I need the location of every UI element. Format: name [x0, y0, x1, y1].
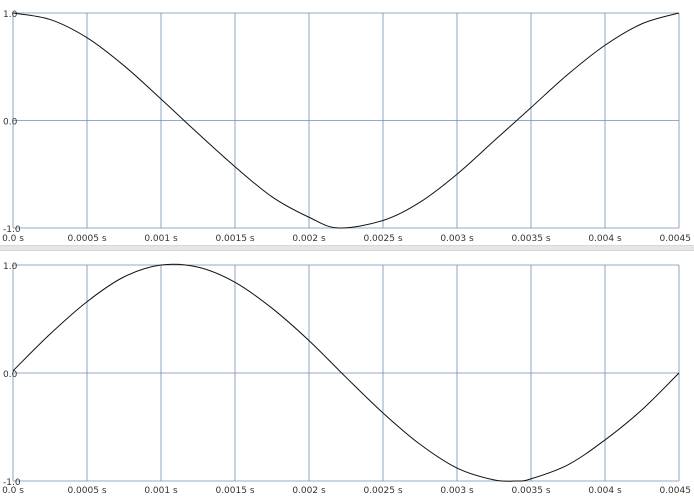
y-tick-label: -1.0: [3, 478, 21, 488]
y-tick-label: 0.0: [3, 370, 18, 380]
x-tick-label: 0.0015 s: [215, 234, 254, 244]
x-tick-label: 0.002 s: [292, 486, 326, 496]
x-tick-label: 0.0015 s: [215, 486, 254, 496]
x-tick-label: 0.0005 s: [67, 486, 106, 496]
x-tick-label: 0.003 s: [440, 486, 474, 496]
waveform-chart-bottom[interactable]: 0.0 s 0.0005 s 0.001 s 0.0015 s 0.002 s 0.002…: [0, 251, 694, 497]
waveform-trace: [12, 263, 680, 482]
y-tick-label: 1.0: [3, 262, 18, 272]
x-tick-label: 0.0035 s: [511, 486, 550, 496]
y-tick-label: 1.0: [3, 10, 18, 20]
x-tick-label: 0.001 s: [144, 486, 178, 496]
x-tick-label: 0.001 s: [144, 234, 178, 244]
x-tick-label: 0.003 s: [440, 234, 474, 244]
waveform-chart-top[interactable]: 0.0 s 0.0005 s 0.001 s 0.0015 s 0.002 s 0.002…: [0, 0, 694, 245]
y-tick-label: 0.0: [3, 118, 18, 128]
x-tick-label: 0.0045 s: [659, 234, 694, 244]
waveform-panel-bottom[interactable]: 0.0 s 0.0005 s 0.001 s 0.0015 s 0.002 s 0.002…: [0, 251, 694, 497]
x-tick-label: 0.0 s: [2, 486, 24, 496]
x-tick-label: 0.0025 s: [363, 234, 402, 244]
x-tick-label: 0.0035 s: [511, 234, 550, 244]
waveform-panel-top[interactable]: 0.0 s 0.0005 s 0.001 s 0.0015 s 0.002 s 0.002…: [0, 0, 694, 245]
x-tick-label: 0.002 s: [292, 234, 326, 244]
x-tick-label: 0.0005 s: [67, 234, 106, 244]
waveform-trace: [12, 12, 680, 229]
x-tick-label: 0.004 s: [588, 486, 622, 496]
x-tick-label: 0.0045 s: [659, 486, 694, 496]
y-tick-label: -1.0: [3, 225, 21, 235]
panel-splitter[interactable]: [0, 245, 694, 251]
x-tick-label: 0.004 s: [588, 234, 622, 244]
x-tick-label: 0.0 s: [2, 234, 24, 244]
x-tick-label: 0.0025 s: [363, 486, 402, 496]
